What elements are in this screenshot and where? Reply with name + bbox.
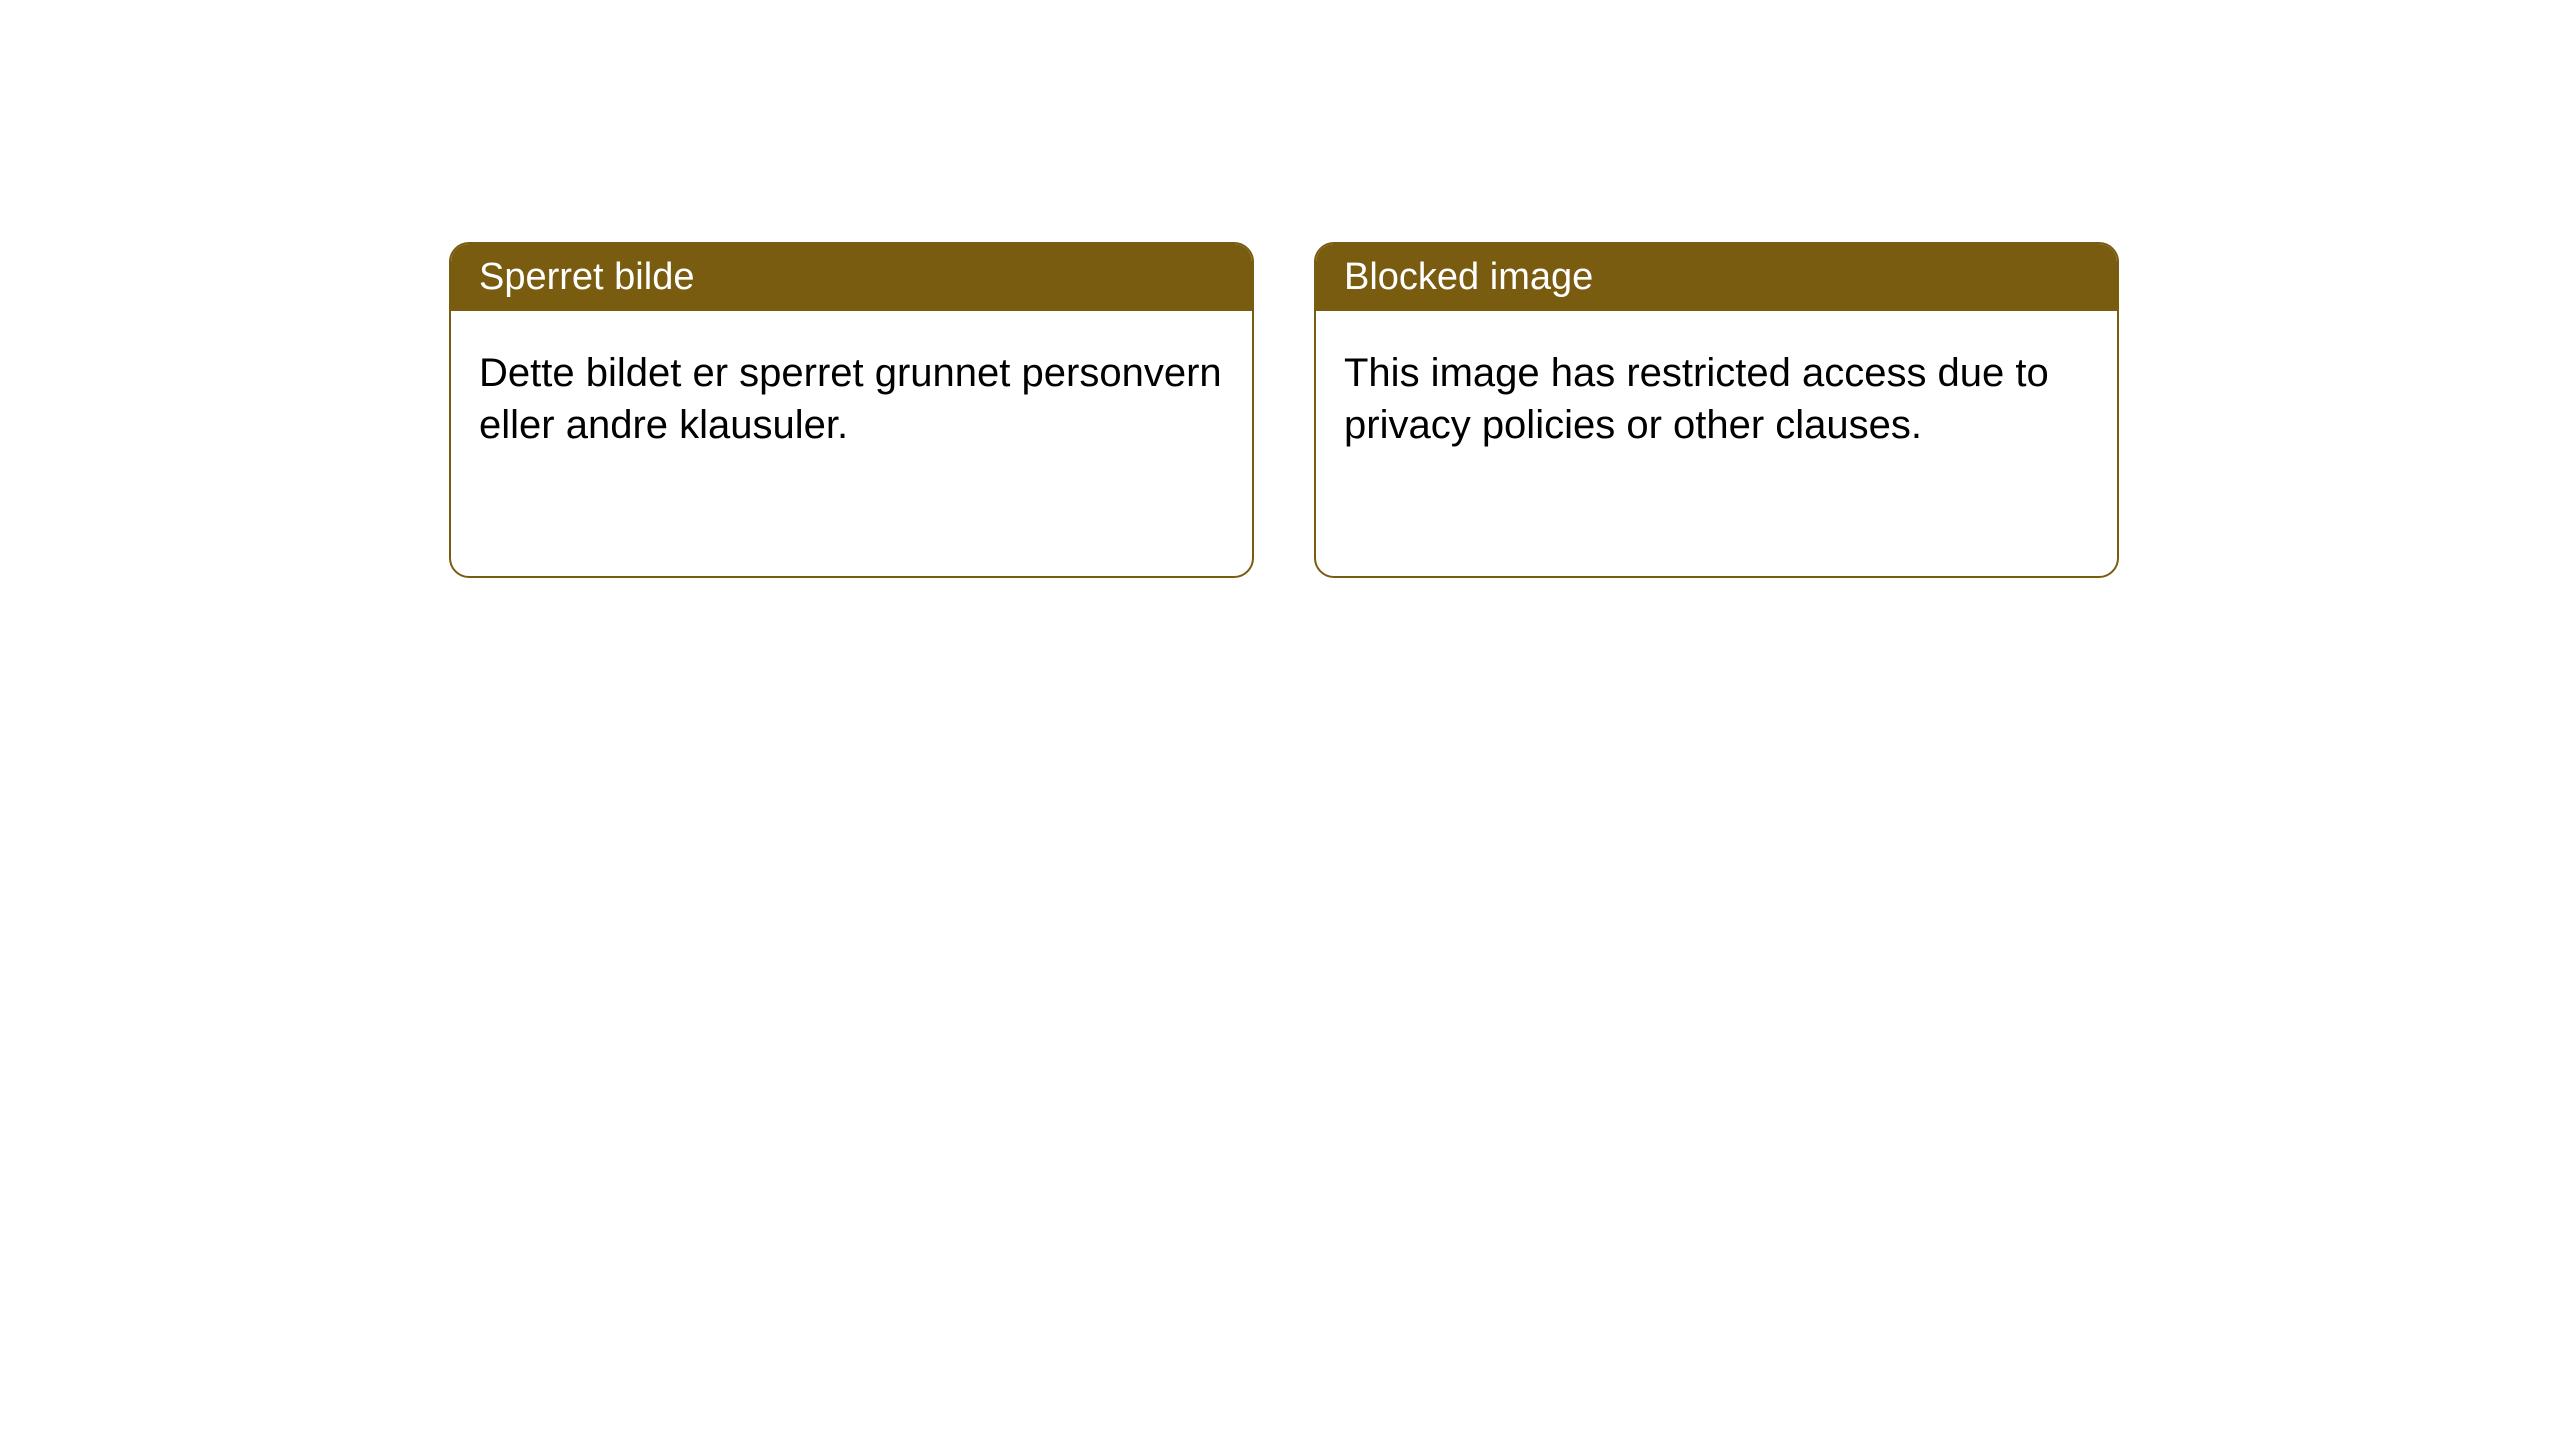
- notice-card-norwegian: Sperret bilde Dette bildet er sperret gr…: [449, 242, 1254, 578]
- card-body: This image has restricted access due to …: [1316, 311, 2117, 487]
- card-header: Sperret bilde: [451, 244, 1252, 311]
- card-title: Blocked image: [1344, 256, 1593, 298]
- card-body-text: This image has restricted access due to …: [1344, 351, 2049, 447]
- card-body-text: Dette bildet er sperret grunnet personve…: [479, 351, 1222, 447]
- notice-card-english: Blocked image This image has restricted …: [1314, 242, 2119, 578]
- card-header: Blocked image: [1316, 244, 2117, 311]
- card-body: Dette bildet er sperret grunnet personve…: [451, 311, 1252, 487]
- card-title: Sperret bilde: [479, 256, 694, 298]
- notice-container: Sperret bilde Dette bildet er sperret gr…: [0, 0, 2560, 578]
